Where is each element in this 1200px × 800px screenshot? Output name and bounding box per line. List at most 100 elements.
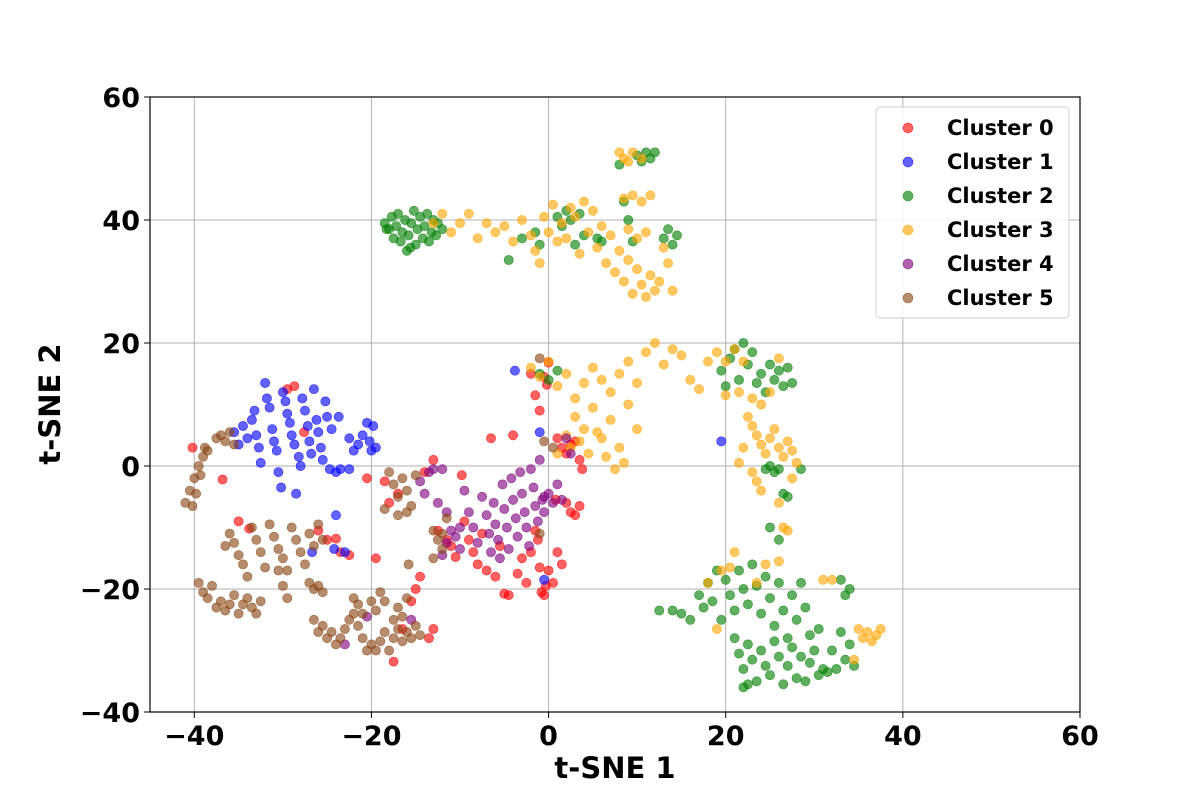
y-tick-label: −20 xyxy=(80,575,140,606)
legend-marker xyxy=(902,292,914,304)
data-point xyxy=(548,578,558,588)
data-point xyxy=(344,464,355,474)
data-point xyxy=(738,338,749,348)
data-point xyxy=(344,433,355,444)
data-point xyxy=(289,439,300,450)
data-point xyxy=(238,559,248,570)
data-point xyxy=(264,402,275,413)
data-point xyxy=(468,522,479,533)
data-point xyxy=(255,457,266,468)
data-point xyxy=(743,599,753,610)
data-point xyxy=(813,670,824,680)
data-point xyxy=(716,365,727,376)
legend-label: Cluster 4 xyxy=(947,252,1054,276)
data-point xyxy=(410,470,421,481)
data-point xyxy=(357,430,368,441)
series-1 xyxy=(229,365,727,585)
data-point xyxy=(574,454,585,465)
data-point xyxy=(605,230,616,241)
x-tick-label: 40 xyxy=(884,721,922,752)
x-tick-label: 20 xyxy=(707,721,745,752)
data-point xyxy=(782,362,793,373)
data-point xyxy=(524,541,534,551)
data-point xyxy=(619,457,629,468)
data-point xyxy=(720,574,731,585)
data-point xyxy=(450,531,461,542)
data-point xyxy=(623,224,634,235)
data-point xyxy=(610,464,620,474)
data-point xyxy=(419,221,430,231)
data-point xyxy=(463,208,474,219)
data-point xyxy=(308,384,319,394)
data-point xyxy=(437,544,448,554)
data-point xyxy=(623,399,634,410)
data-point xyxy=(207,581,217,591)
data-point xyxy=(501,522,512,533)
x-axis-title: t-SNE 1 xyxy=(554,751,675,785)
data-point xyxy=(574,436,585,447)
data-point xyxy=(521,578,532,588)
legend-label: Cluster 5 xyxy=(947,286,1054,310)
data-point xyxy=(729,605,740,616)
data-point xyxy=(756,439,766,450)
data-point xyxy=(282,593,293,604)
data-point xyxy=(720,356,731,367)
data-point xyxy=(751,476,762,487)
data-point xyxy=(627,288,638,299)
data-point xyxy=(339,547,350,557)
y-axis-title: t-SNE 2 xyxy=(33,343,67,464)
data-point xyxy=(800,676,811,687)
data-point xyxy=(787,378,797,388)
data-point xyxy=(424,633,434,644)
data-point xyxy=(782,436,793,447)
data-point xyxy=(308,614,319,625)
data-point xyxy=(463,534,474,545)
data-point xyxy=(574,501,585,511)
data-point xyxy=(791,457,802,468)
data-point xyxy=(477,491,487,502)
data-point xyxy=(455,544,465,554)
data-point xyxy=(844,639,855,650)
data-point xyxy=(406,218,417,228)
data-point xyxy=(574,248,585,259)
data-point xyxy=(472,559,483,570)
data-point xyxy=(510,513,521,524)
data-point xyxy=(760,559,771,570)
data-point xyxy=(667,344,678,355)
data-point xyxy=(596,221,607,231)
data-point xyxy=(787,473,797,484)
data-point xyxy=(809,645,820,656)
data-point xyxy=(552,479,563,490)
data-point xyxy=(493,534,503,545)
data-point xyxy=(601,451,611,462)
data-point xyxy=(685,614,696,625)
data-point xyxy=(654,276,665,287)
data-point xyxy=(743,679,753,690)
data-point xyxy=(293,451,304,462)
data-point xyxy=(760,571,771,582)
data-point xyxy=(583,227,594,238)
data-point xyxy=(260,378,270,388)
data-point xyxy=(836,574,846,585)
data-point xyxy=(557,559,567,570)
data-point xyxy=(774,442,784,453)
data-point xyxy=(703,578,713,588)
data-point xyxy=(703,356,713,367)
data-point xyxy=(601,258,611,268)
data-point xyxy=(249,405,260,416)
data-point xyxy=(437,528,448,539)
data-point xyxy=(331,533,341,544)
data-point xyxy=(840,654,851,665)
data-point xyxy=(725,562,735,573)
data-point xyxy=(415,630,425,640)
series-4 xyxy=(339,433,576,650)
data-point xyxy=(517,215,527,225)
data-point xyxy=(295,461,306,471)
data-point xyxy=(791,614,802,625)
data-point xyxy=(311,414,322,425)
data-point xyxy=(253,442,264,453)
data-point xyxy=(534,528,545,539)
data-point xyxy=(765,387,775,398)
data-point xyxy=(539,574,549,585)
data-point xyxy=(534,405,545,416)
